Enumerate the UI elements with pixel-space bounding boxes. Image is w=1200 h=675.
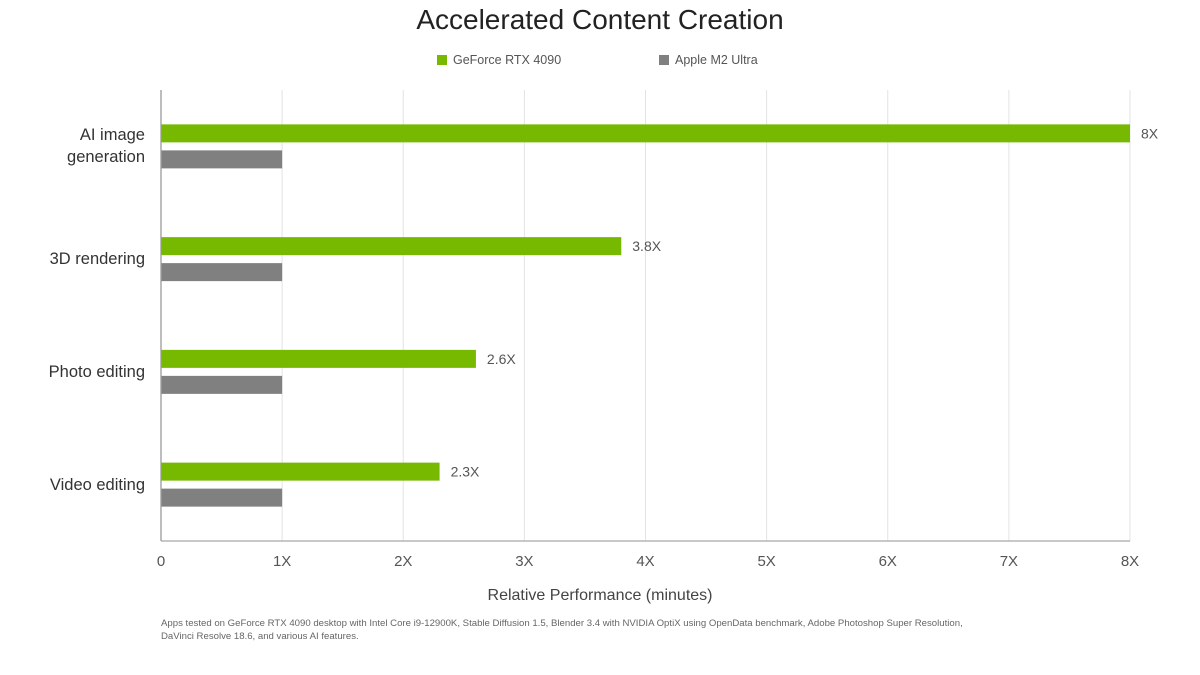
chart-title: Accelerated Content Creation <box>416 4 784 35</box>
bar-apple-m2-ultra <box>161 488 283 507</box>
x-tick-label: 7X <box>1000 553 1018 570</box>
footnote-line: DaVinci Resolve 18.6, and various AI fea… <box>161 631 359 642</box>
bar-geforce-rtx-4090 <box>161 462 440 481</box>
x-tick-label: 3X <box>515 553 533 570</box>
bar-geforce-rtx-4090 <box>161 237 622 256</box>
x-tick-label: 5X <box>757 553 775 570</box>
x-tick-label: 6X <box>879 553 897 570</box>
data-label: 2.6X <box>487 351 516 367</box>
x-axis-title: Relative Performance (minutes) <box>487 587 713 604</box>
legend-swatch-geforce-rtx-4090 <box>437 55 447 65</box>
category-label: AI image generation <box>67 126 145 167</box>
bar-apple-m2-ultra <box>161 263 283 282</box>
data-label: 3.8X <box>632 238 661 254</box>
x-tick-label: 0 <box>157 553 165 570</box>
footnote: Apps tested on GeForce RTX 4090 desktop … <box>161 617 963 643</box>
category-label: 3D rendering <box>49 250 145 269</box>
x-tick-label: 1X <box>273 553 291 570</box>
footnote-line: Apps tested on GeForce RTX 4090 desktop … <box>161 618 963 629</box>
legend-label: GeForce RTX 4090 <box>453 53 562 67</box>
legend-item-geforce-rtx-4090: GeForce RTX 4090 <box>437 53 561 67</box>
bar-apple-m2-ultra <box>161 375 283 394</box>
x-tick-label: 8X <box>1121 553 1139 570</box>
legend-label: Apple M2 Ultra <box>675 53 758 67</box>
data-label: 2.3X <box>451 464 480 480</box>
legend-swatch-apple-m2-ultra <box>659 55 669 65</box>
x-tick-label: 4X <box>636 553 654 570</box>
bar-geforce-rtx-4090 <box>161 124 1130 143</box>
x-tick-label: 2X <box>394 553 412 570</box>
data-label: 8X <box>1141 125 1159 141</box>
category-label: Photo editing <box>48 362 145 381</box>
category-label: Video editing <box>49 475 145 494</box>
bar-geforce-rtx-4090 <box>161 349 476 368</box>
legend-item-apple-m2-ultra: Apple M2 Ultra <box>659 53 758 67</box>
bar-apple-m2-ultra <box>161 150 283 169</box>
